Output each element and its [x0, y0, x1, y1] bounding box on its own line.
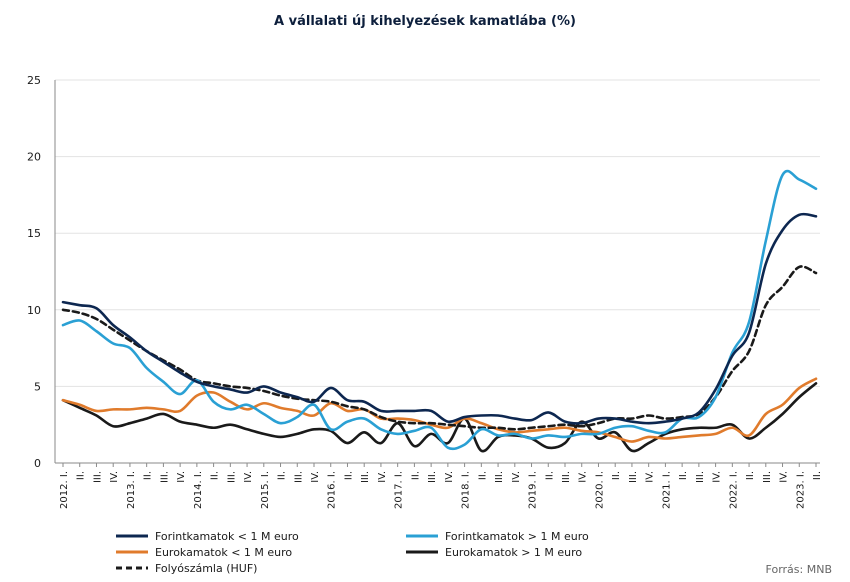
legend-label: Forintkamatok > 1 M euro [445, 529, 589, 543]
x-tick-label: 2022. I. [728, 471, 739, 509]
x-tick-label: II. [678, 471, 689, 480]
x-tick-label: 2018. I. [461, 471, 472, 509]
legend-swatch [116, 550, 148, 554]
x-tick-label: II. [477, 471, 488, 480]
x-tick-label: IV. [645, 471, 656, 483]
x-tick-label: III. [293, 471, 304, 483]
x-tick-label: IV. [310, 471, 321, 483]
y-tick-label: 15 [27, 227, 41, 240]
axes [54, 80, 820, 464]
x-tick-label: III. [159, 471, 170, 483]
x-tick-label: III. [92, 471, 103, 483]
y-axis-ticks: 0 5 10 15 20 25 [27, 74, 41, 470]
legend-item: Forintkamatok < 1 M euro [115, 528, 299, 544]
legend-label: Eurokamatok < 1 M euro [155, 545, 293, 559]
source-note: Forrás: MNB [765, 563, 832, 576]
y-tick-label: 25 [27, 74, 41, 87]
legend-swatch [116, 534, 148, 538]
legend-label: Folyószámla (HUF) [155, 561, 258, 575]
x-tick-label: III. [360, 471, 371, 483]
x-tick-label: III. [695, 471, 706, 483]
legend-swatch [406, 534, 438, 538]
x-tick-label: II. [210, 471, 221, 480]
x-tick-label: II. [745, 471, 756, 480]
x-tick-label: III. [494, 471, 505, 483]
x-tick-label: II. [277, 471, 288, 480]
x-tick-label: III. [762, 471, 773, 483]
x-tick-label: II. [76, 471, 87, 480]
x-tick-label: 2021. I. [661, 471, 672, 509]
x-tick-label: IV. [243, 471, 254, 483]
y-tick-label: 5 [34, 380, 41, 393]
series-line-2 [61, 377, 818, 443]
x-tick-label: 2023. I. [795, 471, 806, 509]
x-tick-label: II. [544, 471, 555, 480]
y-tick-label: 20 [27, 151, 41, 164]
series-line-4 [61, 265, 818, 431]
x-tick-label: IV. [176, 471, 187, 483]
x-tick-label: II. [143, 471, 154, 480]
x-tick-label: IV. [109, 471, 120, 483]
x-tick-label: IV. [712, 471, 723, 483]
x-tick-label: 2014. I. [193, 471, 204, 509]
x-tick-label: II. [343, 471, 354, 480]
legend-item: Eurokamatok > 1 M euro [405, 544, 582, 560]
x-tick-label: III. [226, 471, 237, 483]
x-tick-label: II. [410, 471, 421, 480]
x-tick-label: IV. [511, 471, 522, 483]
legend: Forintkamatok < 1 M euro Forintkamatok > … [115, 528, 675, 578]
x-tick-label: 2016. I. [327, 471, 338, 509]
x-tick-label: III. [561, 471, 572, 483]
series-line-0 [61, 212, 818, 425]
x-tick-label: IV. [377, 471, 388, 483]
legend-label: Eurokamatok > 1 M euro [445, 545, 583, 559]
x-tick-label: II. [812, 471, 823, 480]
x-tick-label: IV. [779, 471, 790, 483]
series-line-1 [61, 169, 818, 451]
legend-swatch [406, 550, 438, 554]
legend-item: Folyószámla (HUF) [115, 560, 257, 576]
x-tick-label: IV. [444, 471, 455, 483]
x-tick-label: 2015. I. [260, 471, 271, 509]
legend-item: Eurokamatok < 1 M euro [115, 544, 292, 560]
gridlines [55, 79, 820, 387]
chart-title: A vállalati új kihelyezések kamatlába (%… [274, 14, 576, 29]
x-tick-label: IV. [578, 471, 589, 483]
legend-label: Forintkamatok < 1 M euro [155, 529, 299, 543]
x-axis-ticks: 2012. I. II. III. IV. 2013. I. II. III. IV. 2014… [59, 463, 823, 509]
legend-item: Forintkamatok > 1 M euro [405, 528, 589, 544]
x-tick-label: III. [427, 471, 438, 483]
x-tick-label: III. [628, 471, 639, 483]
series-lines [61, 169, 818, 453]
x-tick-label: 2020. I. [594, 471, 605, 509]
y-tick-label: 0 [34, 457, 41, 470]
y-tick-label: 10 [27, 304, 41, 317]
x-tick-label: 2019. I. [528, 471, 539, 509]
x-tick-label: 2012. I. [59, 471, 70, 509]
x-tick-label: 2017. I. [394, 471, 405, 509]
legend-swatch [116, 566, 148, 570]
x-tick-label: 2013. I. [126, 471, 137, 509]
x-tick-label: II. [611, 471, 622, 480]
